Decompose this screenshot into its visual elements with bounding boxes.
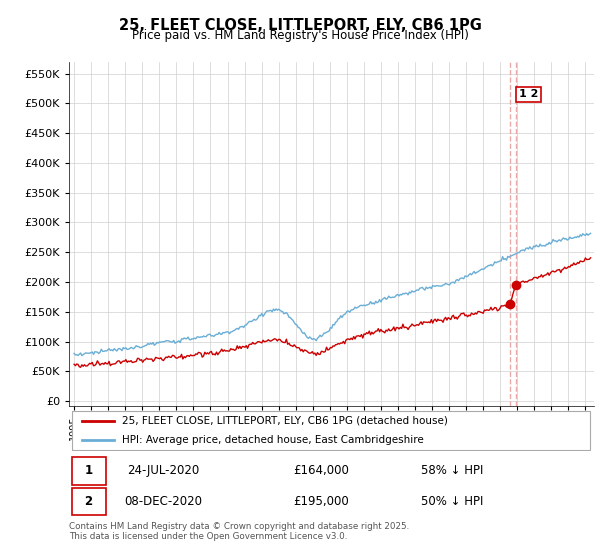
Text: Contains HM Land Registry data © Crown copyright and database right 2025.
This d: Contains HM Land Registry data © Crown c… [69,522,409,542]
Text: 1 2: 1 2 [518,90,538,99]
FancyBboxPatch shape [71,488,106,515]
Text: 2: 2 [85,496,92,508]
Text: 25, FLEET CLOSE, LITTLEPORT, ELY, CB6 1PG: 25, FLEET CLOSE, LITTLEPORT, ELY, CB6 1P… [119,18,481,33]
Text: HPI: Average price, detached house, East Cambridgeshire: HPI: Average price, detached house, East… [121,435,423,445]
Text: 1: 1 [85,464,92,478]
Text: 50% ↓ HPI: 50% ↓ HPI [421,496,484,508]
Text: Price paid vs. HM Land Registry's House Price Index (HPI): Price paid vs. HM Land Registry's House … [131,29,469,42]
FancyBboxPatch shape [71,458,106,484]
Text: 24-JUL-2020: 24-JUL-2020 [127,464,200,478]
Text: £164,000: £164,000 [293,464,349,478]
Text: 58% ↓ HPI: 58% ↓ HPI [421,464,484,478]
FancyBboxPatch shape [71,411,590,450]
Text: 25, FLEET CLOSE, LITTLEPORT, ELY, CB6 1PG (detached house): 25, FLEET CLOSE, LITTLEPORT, ELY, CB6 1P… [121,416,448,426]
Text: £195,000: £195,000 [293,496,349,508]
Text: 08-DEC-2020: 08-DEC-2020 [125,496,203,508]
